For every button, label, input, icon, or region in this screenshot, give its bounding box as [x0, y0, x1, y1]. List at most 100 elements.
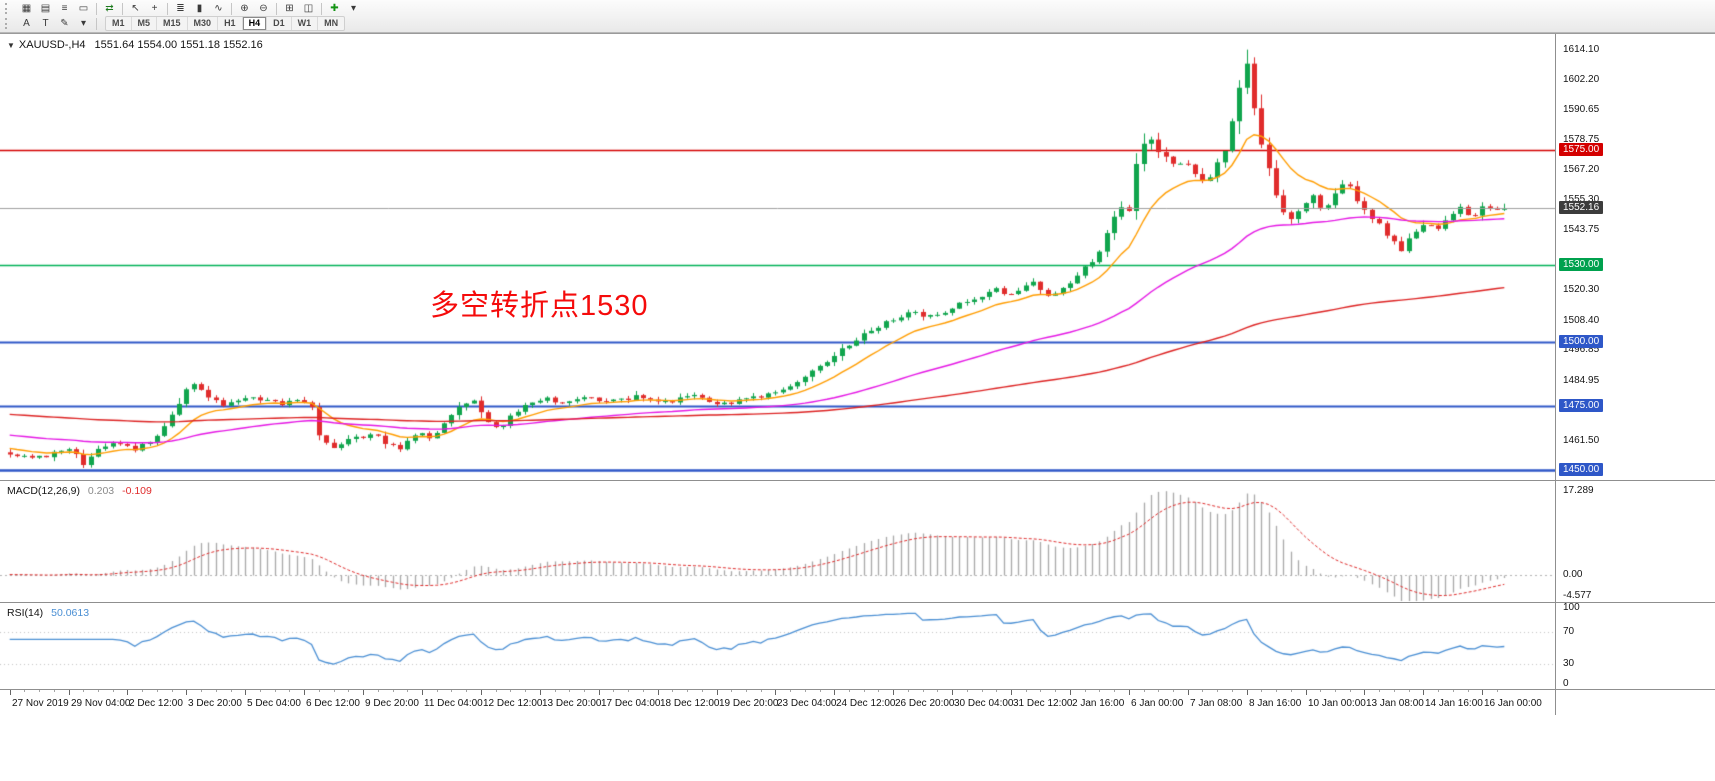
toolbar-separator — [321, 2, 322, 15]
data-window-icon: ▤ — [40, 2, 51, 14]
time-tick — [393, 690, 394, 692]
time-tick — [1350, 690, 1351, 692]
price-axis[interactable]: 1614.10 1602.20 1590.65 1578.75 1567.20 1555.… — [1555, 34, 1715, 480]
price-tag-1575.00: 1575.00 — [1559, 142, 1604, 156]
time-tick-major — [1423, 690, 1424, 695]
tile-windows-button[interactable]: ⊞ — [280, 2, 299, 16]
zoom-out-button[interactable]: ⊖ — [254, 2, 273, 16]
time-tick-major — [599, 690, 600, 695]
cascade-windows-button[interactable]: ◫ — [299, 2, 318, 16]
market-watch-button[interactable]: ▦ — [17, 2, 36, 16]
time-tick — [1335, 690, 1336, 692]
time-tick-major — [10, 690, 11, 695]
time-tick — [584, 690, 585, 692]
cursor-button[interactable]: ↖ — [126, 2, 145, 16]
draw-dropdown-button[interactable]: ▾ — [74, 17, 93, 31]
time-axis[interactable]: 27 Nov 2019 29 Nov 04:00 2 Dec 12:00 3 Dec … — [0, 690, 1555, 715]
line-chart-button[interactable]: ∿ — [209, 2, 228, 16]
time-tick — [201, 690, 202, 692]
timeframe-m1-button[interactable]: M1 — [106, 17, 132, 30]
macd-canvas[interactable] — [0, 481, 1555, 602]
time-tick — [864, 690, 865, 692]
text-label-icon: A — [23, 17, 30, 29]
time-axis-label: 13 Jan 08:00 — [1366, 698, 1424, 709]
new-order-icon: ⇄ — [105, 2, 114, 14]
macd-axis[interactable]: 17.289 0.00 -4.577 — [1555, 481, 1715, 602]
time-tick-major — [127, 690, 128, 695]
price-canvas[interactable] — [0, 34, 1555, 480]
time-tick — [496, 690, 497, 692]
rsi-canvas[interactable] — [0, 603, 1555, 689]
navigator-button[interactable]: ≡ — [55, 2, 74, 16]
rsi-name: RSI(14) — [7, 607, 44, 619]
rsi-plot[interactable]: RSI(14) 50.0613 — [0, 603, 1555, 689]
timeframe-h4-button[interactable]: H4 — [242, 17, 268, 30]
text-label-button[interactable]: A — [17, 17, 36, 31]
time-axis-label: 17 Dec 04:00 — [601, 698, 661, 709]
time-tick-major — [658, 690, 659, 695]
terminal-button[interactable]: ▭ — [74, 2, 93, 16]
annotation-text[interactable]: 多空转折点1530 — [430, 290, 649, 322]
time-tick-major — [422, 690, 423, 695]
data-window-button[interactable]: ▤ — [36, 2, 55, 16]
crosshair-button[interactable]: + — [145, 2, 164, 16]
text-button[interactable]: T — [36, 17, 55, 31]
time-tick-major — [1011, 690, 1012, 695]
ohlc-quote: 1551.64 1554.00 1551.18 1552.16 — [94, 39, 263, 51]
time-tick — [157, 690, 158, 692]
indicator-list-button[interactable]: ▾ — [344, 2, 363, 16]
time-tick — [820, 690, 821, 692]
toolbar-grip — [5, 18, 12, 29]
timeframe-h1-button[interactable]: H1 — [218, 17, 243, 30]
time-axis-label: 29 Nov 04:00 — [71, 698, 131, 709]
time-tick — [289, 690, 290, 692]
price-pane: ▼ XAUUSD-,H4 1551.64 1554.00 1551.18 155… — [0, 34, 1715, 480]
toolbar-row-standard: ▦ ▤ ≡ ▭ ⇄ ↖ + ≣ ▮ ∿ ⊕ ⊖ ⊞ ◫ ✚ ▾ — [2, 1, 1713, 16]
toolbar-row-tools: A T ✎ ▾ M1 M5 M15 M30 H1 H4 D1 W1 MN — [2, 16, 1713, 31]
timeframe-m30-button[interactable]: M30 — [188, 17, 219, 30]
time-tick-major — [1306, 690, 1307, 695]
rsi-axis[interactable]: 100 70 30 0 — [1555, 603, 1715, 689]
time-axis-label: 6 Jan 00:00 — [1131, 698, 1184, 709]
timeframe-d1-button[interactable]: D1 — [267, 17, 292, 30]
candlestick-chart-button[interactable]: ▮ — [190, 2, 209, 16]
macd-label: MACD(12,26,9) 0.203 -0.109 — [7, 485, 157, 497]
time-tick-major — [1247, 690, 1248, 695]
time-tick — [1202, 690, 1203, 692]
timeframe-m15-button[interactable]: M15 — [157, 17, 188, 30]
price-axis-label: 1578.75 — [1563, 134, 1600, 146]
price-axis-label: 1567.20 — [1563, 163, 1600, 175]
draw-tools-button[interactable]: ✎ — [55, 17, 74, 31]
time-tick — [746, 690, 747, 692]
collapse-caret-icon[interactable]: ▼ — [7, 40, 15, 50]
timeframe-mn-button[interactable]: MN — [324, 18, 339, 28]
timeframe-m5-button[interactable]: M5 — [132, 17, 158, 30]
time-tick — [937, 690, 938, 692]
toolbar-separator — [167, 2, 168, 15]
time-tick — [437, 690, 438, 692]
zoom-in-button[interactable]: ⊕ — [235, 2, 254, 16]
time-axis-label: 6 Dec 12:00 — [306, 698, 360, 709]
timeframe-w1-button[interactable]: W1 — [292, 17, 319, 30]
time-tick — [1394, 690, 1395, 692]
time-axis-corner — [1555, 690, 1715, 715]
time-tick-major — [834, 690, 835, 695]
macd-plot[interactable]: MACD(12,26,9) 0.203 -0.109 — [0, 481, 1555, 602]
bars-chart-button[interactable]: ≣ — [171, 2, 190, 16]
time-axis-label: 27 Nov 2019 — [12, 698, 69, 709]
time-tick-major — [304, 690, 305, 695]
time-tick-major — [1364, 690, 1365, 695]
macd-value-signal: -0.109 — [122, 485, 152, 497]
draw-tools-icon: ✎ — [60, 17, 69, 29]
time-tick — [98, 690, 99, 692]
price-plot[interactable]: ▼ XAUUSD-,H4 1551.64 1554.00 1551.18 155… — [0, 34, 1555, 480]
time-tick — [613, 690, 614, 692]
indicators-button[interactable]: ✚ — [325, 2, 344, 16]
time-tick — [849, 690, 850, 692]
time-tick — [525, 690, 526, 692]
navigator-icon: ≡ — [61, 2, 68, 14]
time-tick — [1055, 690, 1056, 692]
new-order-button[interactable]: ⇄ — [100, 2, 119, 16]
time-tick-major — [717, 690, 718, 695]
time-tick-major — [952, 690, 953, 695]
